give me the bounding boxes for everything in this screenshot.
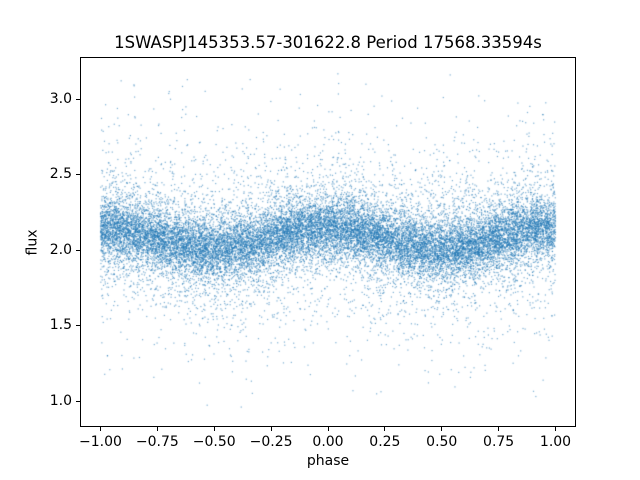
chart-title: 1SWASPJ145353.57-301622.8 Period 17568.3… [114,33,542,52]
x-tick-mark [498,427,500,431]
x-tick-label: 0.75 [483,434,515,450]
x-tick-mark [99,427,101,431]
x-tick-label: 1.00 [539,434,572,450]
x-tick-label: 0.25 [369,434,401,450]
y-tick-mark [76,400,80,402]
y-tick-label: 1.5 [49,317,72,334]
x-tick-label: −1.00 [79,434,122,450]
y-tick-label: 3.0 [49,90,72,107]
y-tick-mark [76,174,80,176]
x-axis-label: phase [306,453,350,469]
x-tick-label: −0.50 [192,434,236,450]
x-tick-mark [156,427,158,431]
x-tick-mark [555,427,557,431]
x-tick-label: 0.50 [426,434,458,450]
x-tick-label: −0.75 [135,434,179,450]
x-tick-mark [270,427,272,431]
x-tick-mark [213,427,215,431]
x-tick-label: −0.25 [249,434,293,450]
plot-frame [80,57,576,427]
x-tick-mark [441,427,443,431]
y-tick-mark [76,325,80,327]
y-tick-label: 2.0 [49,241,72,258]
x-tick-mark [327,427,329,431]
y-tick-mark [76,249,80,251]
x-tick-label: 0.00 [312,434,344,450]
x-tick-mark [384,427,386,431]
y-tick-label: 2.5 [49,166,72,183]
y-axis-label: flux [24,229,41,256]
scatter-canvas [80,57,576,427]
y-tick-label: 1.0 [49,392,72,409]
y-tick-mark [76,98,80,100]
